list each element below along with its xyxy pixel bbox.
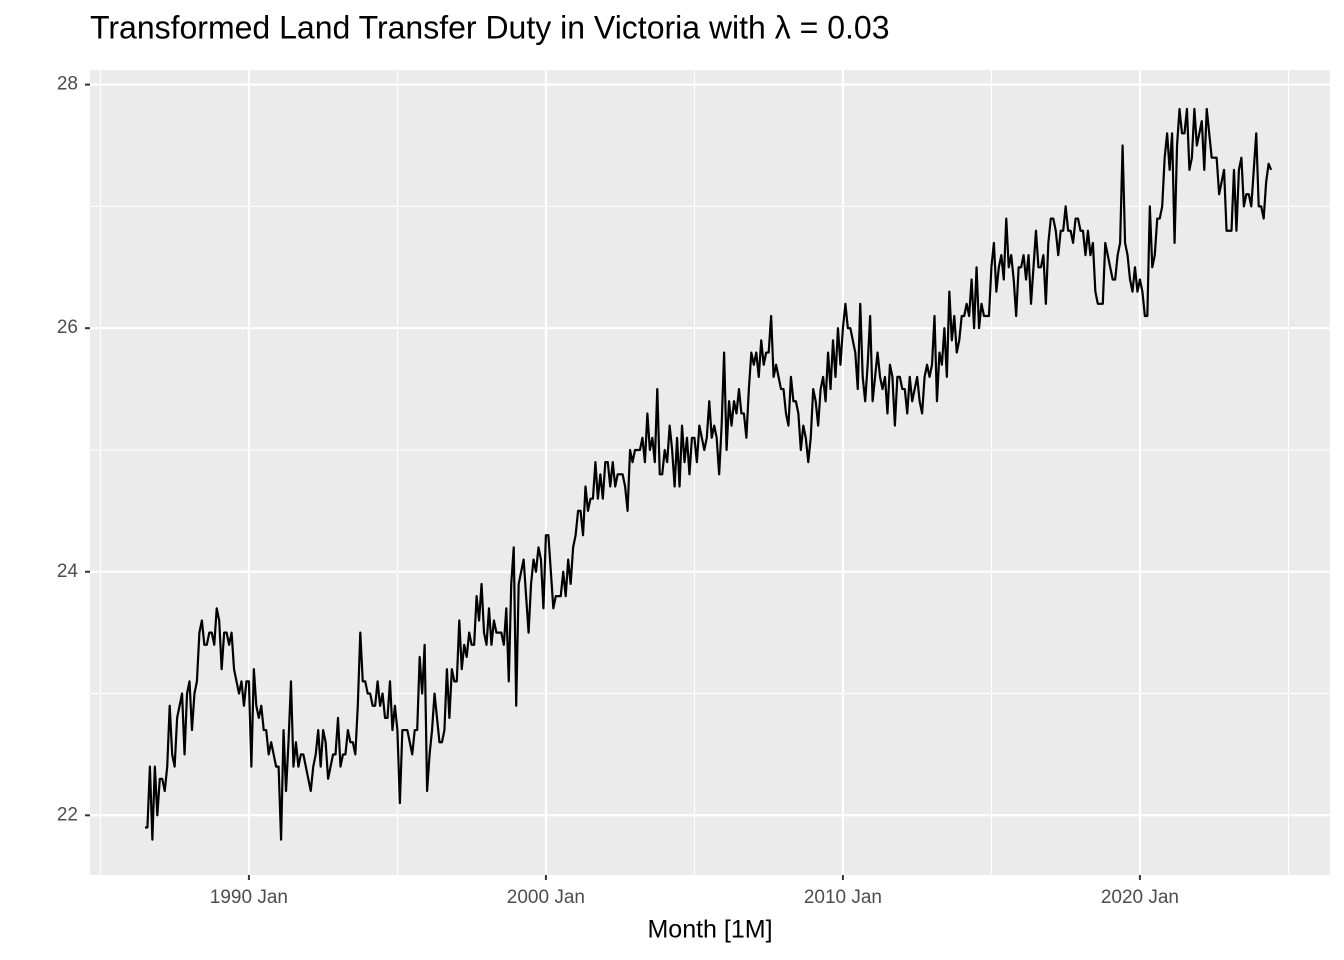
y-tick-label: 26 xyxy=(57,317,78,338)
x-tick-label: 2020 Jan xyxy=(1101,887,1179,908)
x-axis-label: Month [1M] xyxy=(647,916,772,944)
chart-title: Transformed Land Transfer Duty in Victor… xyxy=(90,9,889,45)
y-tick-label: 28 xyxy=(57,74,78,95)
panel xyxy=(90,70,1330,875)
y-tick-label: 22 xyxy=(57,804,78,825)
x-tick-label: 2010 Jan xyxy=(804,887,882,908)
x-tick-label: 2000 Jan xyxy=(507,887,585,908)
series-line xyxy=(144,107,1273,841)
y-tick-label: 24 xyxy=(57,561,79,582)
x-tick-label: 1990 Jan xyxy=(210,887,288,908)
